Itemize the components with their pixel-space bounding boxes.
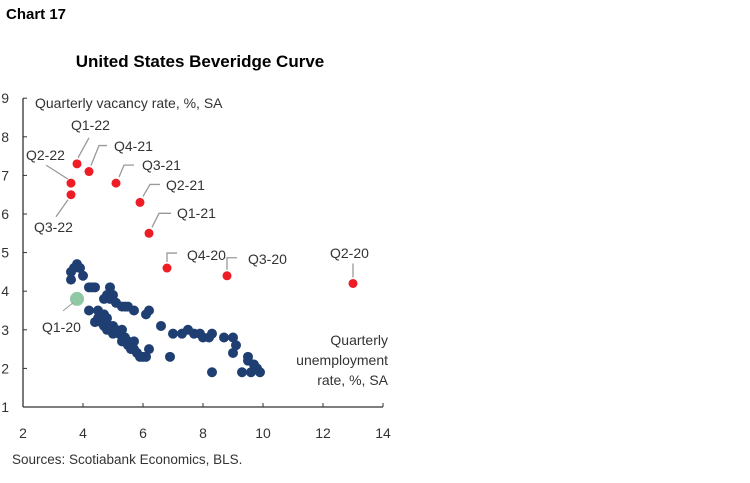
label-leader	[62, 302, 74, 312]
history-point	[156, 320, 166, 331]
history-point	[105, 282, 115, 293]
history-point	[207, 328, 217, 339]
history-point	[168, 328, 178, 339]
reference-point	[70, 291, 84, 306]
highlight-point	[135, 197, 145, 207]
point-label: Q3-20	[248, 251, 287, 267]
history-point	[78, 270, 88, 281]
chart-title: United States Beveridge Curve	[75, 52, 325, 71]
history-point	[129, 336, 139, 347]
x-tick-label: 10	[255, 425, 271, 441]
highlight-point	[222, 271, 232, 281]
history-point	[66, 274, 76, 285]
highlight-point	[144, 228, 154, 238]
point-label: Q1-22	[71, 117, 110, 133]
source-note: Sources: Scotiabank Economics, BLS.	[12, 452, 243, 467]
point-label: Q2-22	[26, 147, 65, 163]
history-point	[75, 263, 85, 274]
point-label: Q4-21	[114, 138, 153, 154]
history-point	[237, 367, 247, 378]
y-tick-label: 2	[1, 360, 9, 376]
history-point	[255, 367, 265, 378]
reference-label: Q1-20	[42, 319, 81, 335]
label-leader	[166, 252, 177, 263]
history-point	[207, 367, 217, 378]
x-tick-label: 8	[199, 425, 207, 441]
y-axis-label: Quarterly vacancy rate, %, SA	[35, 95, 223, 111]
x-axis-label-line: rate, %, SA	[317, 372, 388, 388]
label-leader	[118, 164, 134, 178]
history-point	[84, 305, 94, 316]
history-point	[144, 305, 154, 316]
history-point	[219, 332, 229, 343]
history-point	[108, 290, 118, 301]
highlight-point	[162, 263, 172, 273]
label-leader	[142, 183, 160, 197]
history-point	[144, 344, 154, 355]
history-point	[228, 332, 238, 343]
label-leader	[90, 144, 107, 166]
point-label: Q1-21	[177, 205, 216, 221]
label-leader	[45, 164, 69, 180]
y-tick-label: 5	[1, 245, 9, 261]
x-tick-label: 2	[19, 425, 27, 441]
x-axis-label-line: unemployment	[296, 352, 388, 368]
y-tick-label: 9	[1, 90, 9, 106]
x-axis-label-line: Quarterly	[330, 332, 388, 348]
label-leader	[77, 137, 90, 159]
label-leader	[151, 212, 171, 228]
y-tick-label: 1	[1, 399, 9, 415]
x-tick-label: 6	[139, 425, 147, 441]
point-label: Q4-20	[187, 247, 226, 263]
point-label: Q2-20	[330, 245, 369, 261]
chart-number: Chart 17	[6, 6, 67, 23]
history-point	[102, 313, 112, 324]
x-tick-label: 12	[315, 425, 331, 441]
label-leader	[55, 199, 69, 218]
point-label: Q2-21	[166, 177, 205, 193]
y-tick-label: 7	[1, 167, 9, 183]
y-tick-label: 8	[1, 129, 9, 145]
highlight-point	[111, 178, 121, 188]
highlight-point	[72, 159, 82, 169]
point-label: Q3-22	[34, 219, 73, 235]
y-tick-label: 4	[1, 283, 9, 299]
history-point	[228, 347, 238, 358]
label-leader	[226, 257, 237, 270]
highlight-point	[84, 167, 94, 177]
history-point	[165, 351, 175, 362]
y-tick-label: 6	[1, 206, 9, 222]
history-point	[90, 282, 100, 293]
history-point	[231, 340, 241, 351]
highlight-point	[348, 278, 358, 288]
y-tick-label: 3	[1, 322, 9, 338]
highlight-point	[66, 190, 76, 200]
history-point	[129, 305, 139, 316]
x-tick-label: 4	[79, 425, 87, 441]
x-tick-label: 14	[375, 425, 391, 441]
history-point	[141, 351, 151, 362]
history-point	[117, 324, 127, 335]
point-label: Q3-21	[142, 157, 181, 173]
highlight-point	[66, 178, 76, 188]
